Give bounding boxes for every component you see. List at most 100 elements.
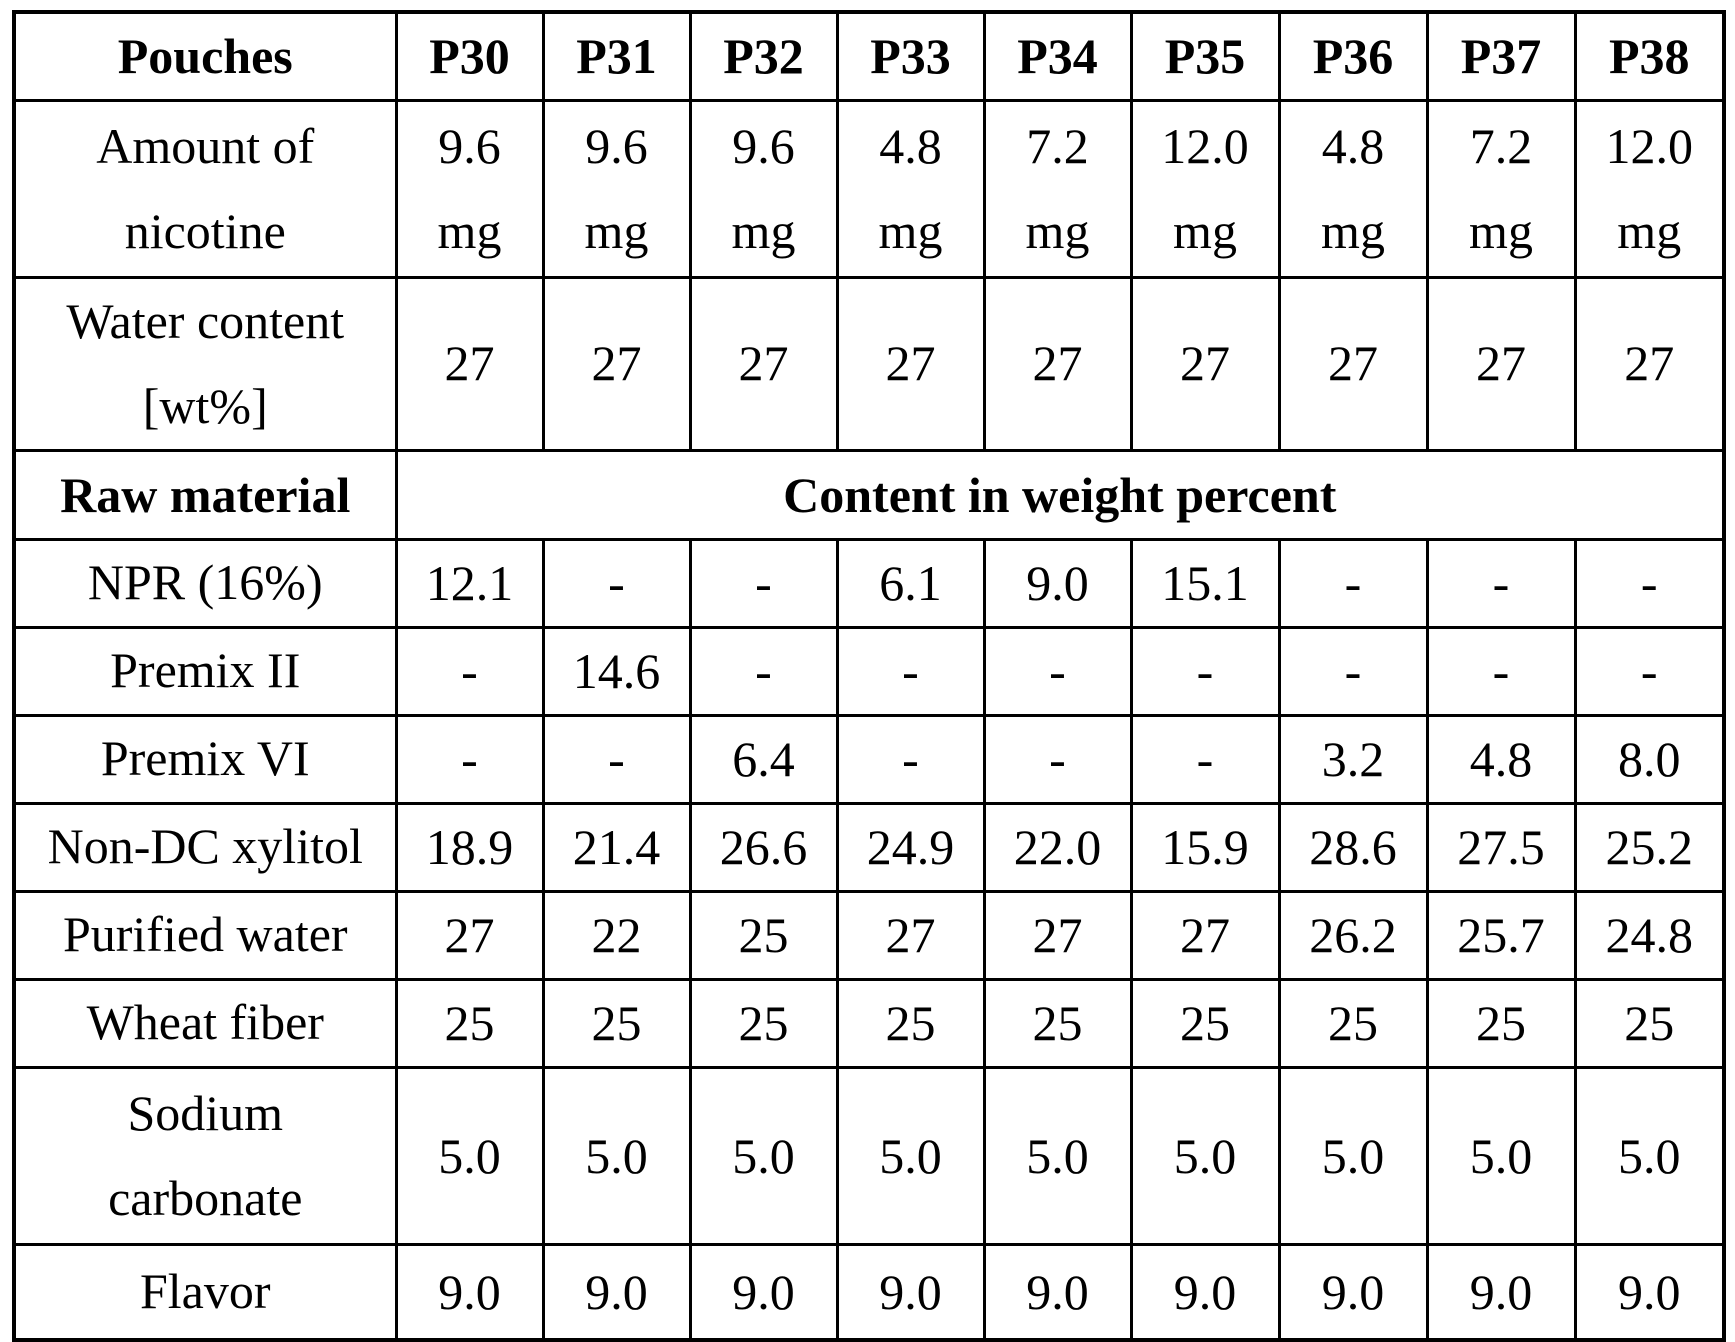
- purified-water-cell: 25.7: [1425, 889, 1577, 981]
- sodium-carbonate-cell: 5.0: [541, 1065, 692, 1246]
- wheat-fiber-cell: 25: [1277, 977, 1429, 1069]
- flavor-cell: 9.0: [982, 1242, 1133, 1342]
- purified-water-cell: 27: [394, 889, 545, 981]
- flavor-cell: 9.0: [835, 1242, 986, 1342]
- row-label-amount-of-nicotine: Amount of nicotine: [12, 98, 398, 279]
- nicotine-row: Amount of nicotine 9.6 mg 9.6 mg 9.6 mg 4.8…: [12, 98, 1726, 279]
- material-row-wheat-fiber: Wheat fiber 25 25 25 25 25 25 25 25 25: [12, 977, 1726, 1069]
- composition-table: Pouches P30 P31 P32 P33 P34 P35 P36 P37 …: [12, 10, 1726, 1342]
- premix-ii-cell: -: [1425, 625, 1577, 717]
- section-span-label: Content in weight percent: [394, 448, 1726, 541]
- premix-ii-cell: -: [688, 625, 839, 717]
- flavor-cell: 9.0: [394, 1242, 545, 1342]
- sodium-carbonate-cell: 5.0: [1573, 1065, 1726, 1246]
- purified-water-cell: 27: [1129, 889, 1281, 981]
- premix-ii-cell: 14.6: [541, 625, 692, 717]
- wheat-fiber-cell: 25: [688, 977, 839, 1069]
- sodium-carbonate-cell: 5.0: [394, 1065, 545, 1246]
- purified-water-cell: 22: [541, 889, 692, 981]
- sodium-carbonate-cell: 5.0: [835, 1065, 986, 1246]
- section-row: Raw material Content in weight percent: [12, 448, 1726, 541]
- xylitol-cell: 26.6: [688, 801, 839, 893]
- nicotine-cell: 12.0 mg: [1129, 98, 1281, 279]
- material-row-premix-vi: Premix VI - - 6.4 - - - 3.2 4.8 8.0: [12, 713, 1726, 805]
- purified-water-cell: 24.8: [1573, 889, 1726, 981]
- wheat-fiber-cell: 25: [1425, 977, 1577, 1069]
- npr-cell: -: [1425, 537, 1577, 629]
- col-header-p33: P33: [835, 10, 986, 102]
- water-cell: 27: [982, 275, 1133, 452]
- nicotine-cell: 9.6 mg: [394, 98, 545, 279]
- col-header-p32: P32: [688, 10, 839, 102]
- water-cell: 27: [835, 275, 986, 452]
- col-header-p30: P30: [394, 10, 545, 102]
- row-label-premix-ii: Premix II: [12, 625, 398, 717]
- row-label-premix-vi: Premix VI: [12, 713, 398, 805]
- col-header-p36: P36: [1277, 10, 1429, 102]
- premix-vi-cell: 4.8: [1425, 713, 1577, 805]
- xylitol-cell: 15.9: [1129, 801, 1281, 893]
- nicotine-cell: 9.6 mg: [541, 98, 692, 279]
- premix-ii-cell: -: [1129, 625, 1281, 717]
- premix-vi-cell: -: [835, 713, 986, 805]
- row-label-raw-material: Raw material: [12, 448, 398, 541]
- header-pouches-label: Pouches: [12, 10, 398, 102]
- npr-cell: 6.1: [835, 537, 986, 629]
- row-label-flavor: Flavor: [12, 1242, 398, 1342]
- premix-vi-cell: -: [394, 713, 545, 805]
- header-row: Pouches P30 P31 P32 P33 P34 P35 P36 P37 …: [12, 10, 1726, 102]
- row-label-purified-water: Purified water: [12, 889, 398, 981]
- xylitol-cell: 27.5: [1425, 801, 1577, 893]
- npr-cell: -: [1573, 537, 1726, 629]
- col-header-p35: P35: [1129, 10, 1281, 102]
- col-header-p31: P31: [541, 10, 692, 102]
- col-header-p34: P34: [982, 10, 1133, 102]
- xylitol-cell: 24.9: [835, 801, 986, 893]
- water-cell: 27: [394, 275, 545, 452]
- material-row-premix-ii: Premix II - 14.6 - - - - - - -: [12, 625, 1726, 717]
- water-cell: 27: [1573, 275, 1726, 452]
- water-cell: 27: [1277, 275, 1429, 452]
- nicotine-cell: 7.2 mg: [1425, 98, 1577, 279]
- col-header-p38: P38: [1573, 10, 1726, 102]
- purified-water-cell: 26.2: [1277, 889, 1429, 981]
- xylitol-cell: 21.4: [541, 801, 692, 893]
- xylitol-cell: 18.9: [394, 801, 545, 893]
- nicotine-cell: 9.6 mg: [688, 98, 839, 279]
- premix-vi-cell: -: [541, 713, 692, 805]
- xylitol-cell: 28.6: [1277, 801, 1429, 893]
- premix-vi-cell: 8.0: [1573, 713, 1726, 805]
- premix-ii-cell: -: [835, 625, 986, 717]
- flavor-cell: 9.0: [1129, 1242, 1281, 1342]
- sodium-carbonate-cell: 5.0: [982, 1065, 1133, 1246]
- material-row-sodium-carbonate: Sodium carbonate 5.0 5.0 5.0 5.0 5.0 5.0…: [12, 1065, 1726, 1246]
- xylitol-cell: 25.2: [1573, 801, 1726, 893]
- wheat-fiber-cell: 25: [541, 977, 692, 1069]
- xylitol-cell: 22.0: [982, 801, 1133, 893]
- material-row-flavor: Flavor 9.0 9.0 9.0 9.0 9.0 9.0 9.0 9.0 9…: [12, 1242, 1726, 1342]
- row-label-npr: NPR (16%): [12, 537, 398, 629]
- premix-ii-cell: -: [982, 625, 1133, 717]
- wheat-fiber-cell: 25: [1129, 977, 1281, 1069]
- water-cell: 27: [688, 275, 839, 452]
- row-label-sodium-carbonate: Sodium carbonate: [12, 1065, 398, 1246]
- row-label-wheat-fiber: Wheat fiber: [12, 977, 398, 1069]
- flavor-cell: 9.0: [688, 1242, 839, 1342]
- water-cell: 27: [541, 275, 692, 452]
- npr-cell: -: [541, 537, 692, 629]
- water-cell: 27: [1425, 275, 1577, 452]
- npr-cell: 12.1: [394, 537, 545, 629]
- row-label-xylitol: Non-DC xylitol: [12, 801, 398, 893]
- flavor-cell: 9.0: [541, 1242, 692, 1342]
- purified-water-cell: 27: [982, 889, 1133, 981]
- flavor-cell: 9.0: [1425, 1242, 1577, 1342]
- row-label-water-content: Water content [wt%]: [12, 275, 398, 452]
- wheat-fiber-cell: 25: [835, 977, 986, 1069]
- material-row-purified-water: Purified water 27 22 25 27 27 27 26.2 25…: [12, 889, 1726, 981]
- nicotine-cell: 12.0 mg: [1573, 98, 1726, 279]
- purified-water-cell: 27: [835, 889, 986, 981]
- material-row-npr: NPR (16%) 12.1 - - 6.1 9.0 15.1 - - -: [12, 537, 1726, 629]
- premix-ii-cell: -: [1573, 625, 1726, 717]
- npr-cell: -: [688, 537, 839, 629]
